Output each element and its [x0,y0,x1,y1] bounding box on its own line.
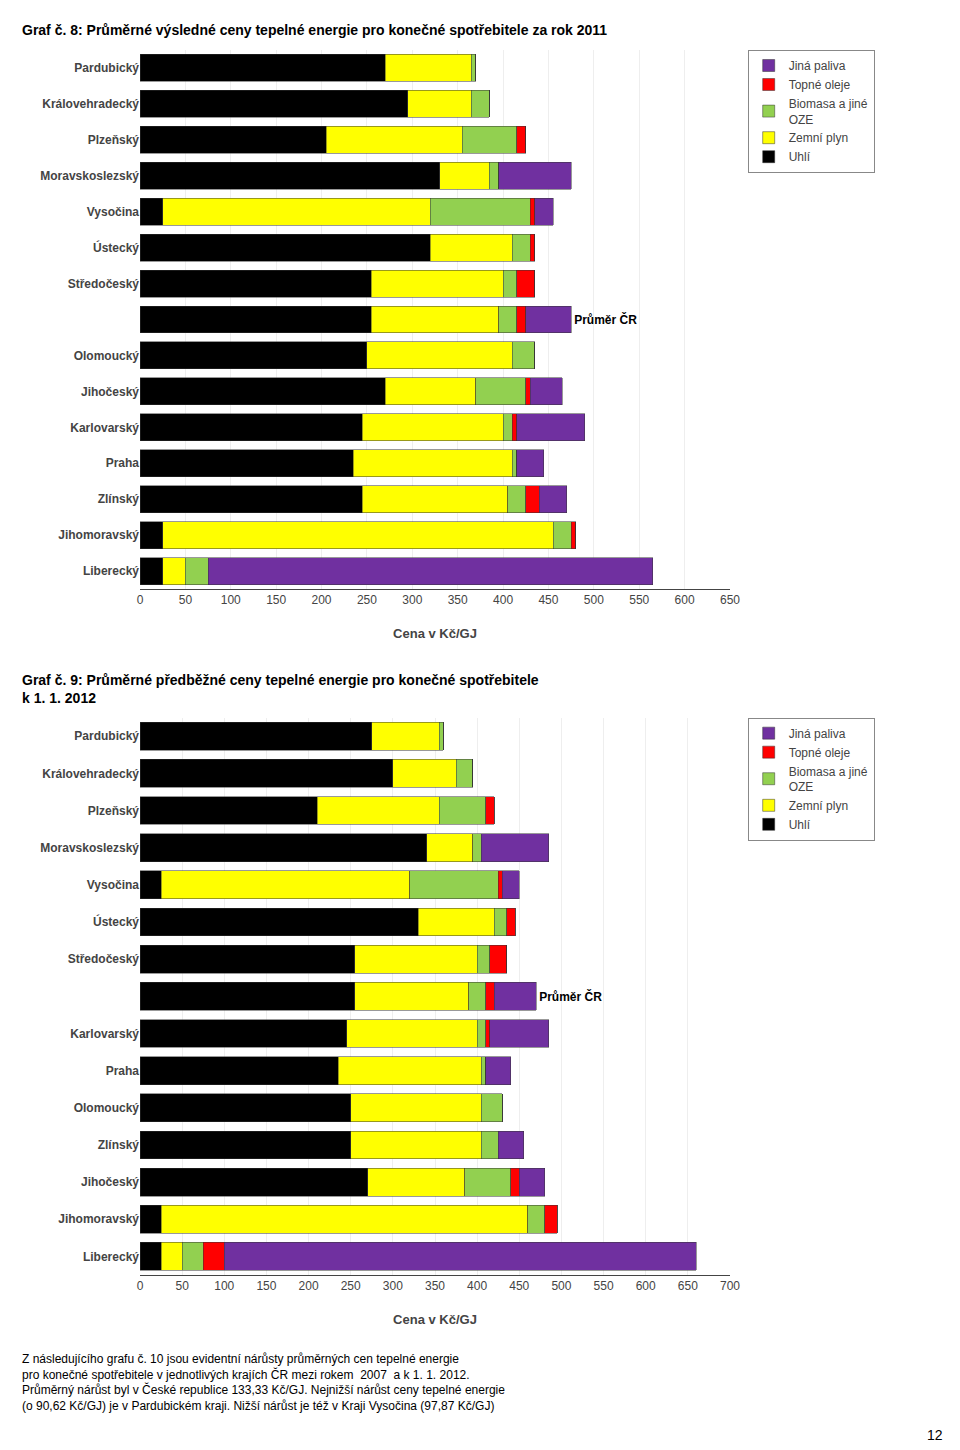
svg-text:Průměr ČR: Průměr ČR [574,312,637,327]
svg-text:400: 400 [493,593,513,607]
svg-text:Biomasa a jinéOZE: Biomasa a jinéOZE [789,97,868,127]
svg-text:Liberecký: Liberecký [83,564,139,578]
svg-text:650: 650 [678,1279,698,1293]
svg-text:Z následujícího grafu č. 10 js: Z následujícího grafu č. 10 jsou evident… [22,1352,505,1413]
svg-text:Pardubický: Pardubický [74,729,139,743]
svg-text:650: 650 [720,593,740,607]
svg-text:200: 200 [299,1279,319,1293]
svg-text:350: 350 [448,593,468,607]
svg-text:Středočeský: Středočeský [68,277,140,291]
svg-text:0: 0 [137,1279,144,1293]
svg-text:Liberecký: Liberecký [83,1250,139,1264]
svg-text:350: 350 [425,1279,445,1293]
svg-text:Plzeňský: Plzeňský [88,133,140,147]
svg-text:100: 100 [214,1279,234,1293]
svg-text:200: 200 [312,593,332,607]
svg-text:500: 500 [551,1279,571,1293]
svg-text:Cena v Kč/GJ: Cena v Kč/GJ [393,1312,477,1327]
svg-text:500: 500 [584,593,604,607]
svg-text:Jihočeský: Jihočeský [81,385,139,399]
svg-text:Jihočeský: Jihočeský [81,1175,139,1189]
svg-text:Olomoucký: Olomoucký [74,1101,140,1115]
svg-text:Topné oleje: Topné oleje [789,78,851,92]
svg-text:Praha: Praha [106,1064,140,1078]
svg-text:Moravskoslezský: Moravskoslezský [40,841,139,855]
svg-text:600: 600 [636,1279,656,1293]
svg-text:Karlovarský: Karlovarský [70,421,139,435]
svg-text:Královehradecký: Královehradecký [42,97,139,111]
svg-text:Ústecký: Ústecký [93,914,139,929]
svg-text:600: 600 [675,593,695,607]
svg-text:Topné oleje: Topné oleje [789,746,851,760]
svg-text:700: 700 [720,1279,740,1293]
svg-text:Olomoucký: Olomoucký [74,349,140,363]
svg-text:Zlínský: Zlínský [98,492,140,506]
svg-text:150: 150 [256,1279,276,1293]
svg-text:Uhlí: Uhlí [789,818,811,832]
svg-text:Moravskoslezský: Moravskoslezský [40,169,139,183]
svg-text:Jiná paliva: Jiná paliva [789,727,846,741]
svg-text:Zemní plyn: Zemní plyn [789,131,848,145]
svg-text:100: 100 [221,593,241,607]
svg-text:Jihomoravský: Jihomoravský [58,528,139,542]
svg-text:Ústecký: Ústecký [93,240,139,255]
svg-text:Vysočina: Vysočina [87,878,140,892]
svg-text:50: 50 [179,593,193,607]
svg-text:Průměr ČR: Průměr ČR [539,989,602,1004]
svg-text:250: 250 [357,593,377,607]
svg-text:Plzeňský: Plzeňský [88,804,140,818]
svg-text:Středočeský: Středočeský [68,952,140,966]
svg-text:Graf č. 8: Průměrné výsledné c: Graf č. 8: Průměrné výsledné ceny tepeln… [22,22,607,38]
svg-text:Jiná paliva: Jiná paliva [789,59,846,73]
svg-text:450: 450 [509,1279,529,1293]
svg-text:150: 150 [266,593,286,607]
svg-text:250: 250 [341,1279,361,1293]
svg-text:Cena v Kč/GJ: Cena v Kč/GJ [393,626,477,641]
svg-text:Zlínský: Zlínský [98,1138,140,1152]
svg-text:550: 550 [594,1279,614,1293]
svg-text:0: 0 [137,593,144,607]
svg-text:Královehradecký: Královehradecký [42,767,139,781]
svg-text:Uhlí: Uhlí [789,150,811,164]
svg-text:Pardubický: Pardubický [74,61,139,75]
svg-text:Vysočina: Vysočina [87,205,140,219]
svg-text:50: 50 [175,1279,189,1293]
svg-text:300: 300 [383,1279,403,1293]
svg-text:Graf č. 9: Průměrné předběžné: Graf č. 9: Průměrné předběžné ceny tepel… [22,672,539,706]
svg-text:Biomasa a jinéOZE: Biomasa a jinéOZE [789,765,868,795]
svg-text:Praha: Praha [106,456,140,470]
svg-text:450: 450 [538,593,558,607]
svg-text:300: 300 [402,593,422,607]
svg-text:Karlovarský: Karlovarský [70,1027,139,1041]
svg-text:550: 550 [629,593,649,607]
svg-text:400: 400 [467,1279,487,1293]
svg-text:12: 12 [927,1427,943,1443]
svg-text:Jihomoravský: Jihomoravský [58,1212,139,1226]
svg-text:Zemní plyn: Zemní plyn [789,799,848,813]
